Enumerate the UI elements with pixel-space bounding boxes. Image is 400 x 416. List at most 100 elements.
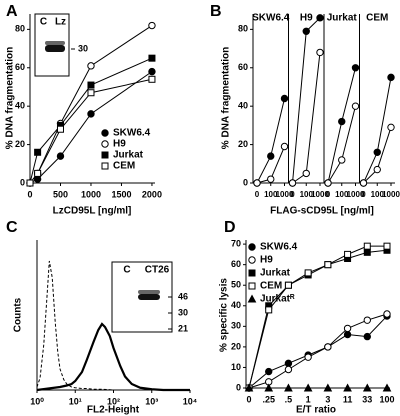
- data-point: [324, 261, 332, 269]
- y-axis-label: Counts: [13, 297, 24, 332]
- data-point: [304, 269, 312, 277]
- inset-band: [45, 45, 65, 52]
- x-tick-label: 100: [300, 190, 314, 199]
- legend-label: SKW6.4: [260, 242, 298, 253]
- data-point: [343, 383, 352, 392]
- legend-label: SKW6.4: [113, 128, 151, 139]
- x-tick-label: 100: [335, 190, 349, 199]
- data-point: [363, 316, 371, 324]
- data-point: [359, 179, 368, 187]
- data-point: [148, 67, 156, 76]
- inset-band: [138, 294, 160, 300]
- legend-marker: [101, 129, 109, 137]
- panel-label: B: [210, 3, 222, 20]
- x-axis-label: E/T ratio: [296, 405, 336, 416]
- legend-label: Jurkat: [260, 268, 291, 279]
- data-point: [316, 48, 324, 57]
- x-axis-label: LzCD95L [ng/ml]: [53, 206, 132, 217]
- data-point: [323, 383, 333, 392]
- panel-title: SKW6.4: [252, 13, 290, 24]
- data-point: [56, 125, 64, 133]
- x-tick-label: 100: [264, 190, 278, 199]
- x-tick-label: 1000: [81, 189, 101, 199]
- series-line: [292, 52, 321, 184]
- data-point: [284, 359, 293, 368]
- y-axis-label: % DNA fragmentation: [5, 47, 16, 149]
- legend-marker: [248, 269, 256, 277]
- inset-band-smear: [45, 41, 65, 45]
- data-point: [383, 242, 391, 250]
- legend-marker: [248, 256, 256, 264]
- inset-marker-label: 21: [178, 323, 188, 333]
- data-point: [316, 14, 324, 22]
- data-point: [387, 73, 395, 82]
- inset-marker-label: 30: [178, 307, 188, 317]
- x-tick-label: 100: [371, 190, 385, 199]
- y-tick-label: 80: [15, 24, 25, 34]
- x-axis-label: FLAG-sCD95L [ng/ml]: [270, 206, 374, 217]
- data-point: [343, 324, 352, 333]
- legend-label: H9: [260, 255, 273, 266]
- y-tick-label: 80: [238, 24, 248, 34]
- legend-marker: [101, 140, 109, 148]
- x-tick-label: 11: [343, 394, 353, 404]
- data-point: [253, 179, 261, 187]
- series-line: [36, 322, 190, 392]
- y-tick-label: 60: [15, 62, 25, 72]
- y-tick-label: 60: [231, 259, 241, 269]
- data-point: [34, 148, 42, 156]
- data-point: [284, 281, 292, 289]
- legend-marker: [248, 282, 256, 290]
- x-tick-label: 0: [27, 189, 32, 199]
- data-point: [267, 175, 275, 183]
- data-point: [288, 179, 297, 187]
- inset-lane-label: Lz: [55, 17, 66, 28]
- data-point: [302, 169, 310, 178]
- y-tick-label: 60: [238, 62, 248, 72]
- data-point: [87, 110, 95, 118]
- data-point: [351, 64, 360, 72]
- inset-band-smear: [138, 290, 160, 294]
- y-tick-label: 10: [231, 362, 241, 372]
- data-point: [351, 102, 360, 110]
- x-tick-label: 2000: [142, 189, 162, 199]
- inset-lane-label: C: [123, 265, 130, 276]
- panel-title: Jurkat: [327, 13, 358, 24]
- x-tick-label: 0: [246, 394, 251, 404]
- x-tick-label: 10³: [145, 396, 158, 406]
- inset-lane-label: C: [40, 17, 47, 28]
- data-point: [343, 330, 352, 339]
- data-point: [373, 165, 381, 174]
- legend-label: H9: [113, 139, 126, 150]
- x-tick-label: 3: [325, 394, 330, 404]
- legend-marker: [101, 151, 109, 159]
- data-point: [363, 332, 371, 341]
- data-point: [87, 62, 95, 70]
- data-point: [324, 179, 332, 187]
- y-axis-label: % DNA fragmentation: [221, 47, 232, 149]
- panel-label: D: [224, 219, 236, 236]
- y-tick-label: 70: [231, 238, 241, 248]
- data-point: [87, 89, 95, 97]
- data-point: [148, 54, 156, 62]
- data-point: [362, 383, 372, 392]
- data-point: [148, 21, 156, 30]
- series-line: [327, 106, 356, 184]
- x-tick-label: 0: [290, 190, 295, 199]
- y-tick-label: 20: [15, 139, 25, 149]
- series-line: [327, 67, 356, 184]
- data-point: [304, 353, 312, 361]
- panel-title: CEM: [366, 13, 388, 24]
- x-tick-label: 10²: [107, 396, 120, 406]
- data-point: [26, 179, 34, 187]
- y-tick-label: 50: [231, 280, 241, 290]
- data-point: [302, 27, 310, 35]
- y-tick-label: 0: [236, 382, 241, 392]
- x-axis-label: FL2-Height: [87, 405, 140, 416]
- data-point: [265, 367, 273, 376]
- x-tick-label: 1000: [276, 190, 294, 199]
- data-point: [267, 152, 275, 160]
- data-point: [264, 383, 274, 392]
- legend-label: Jurkatᴿ: [260, 294, 295, 305]
- x-tick-label: 500: [53, 189, 68, 199]
